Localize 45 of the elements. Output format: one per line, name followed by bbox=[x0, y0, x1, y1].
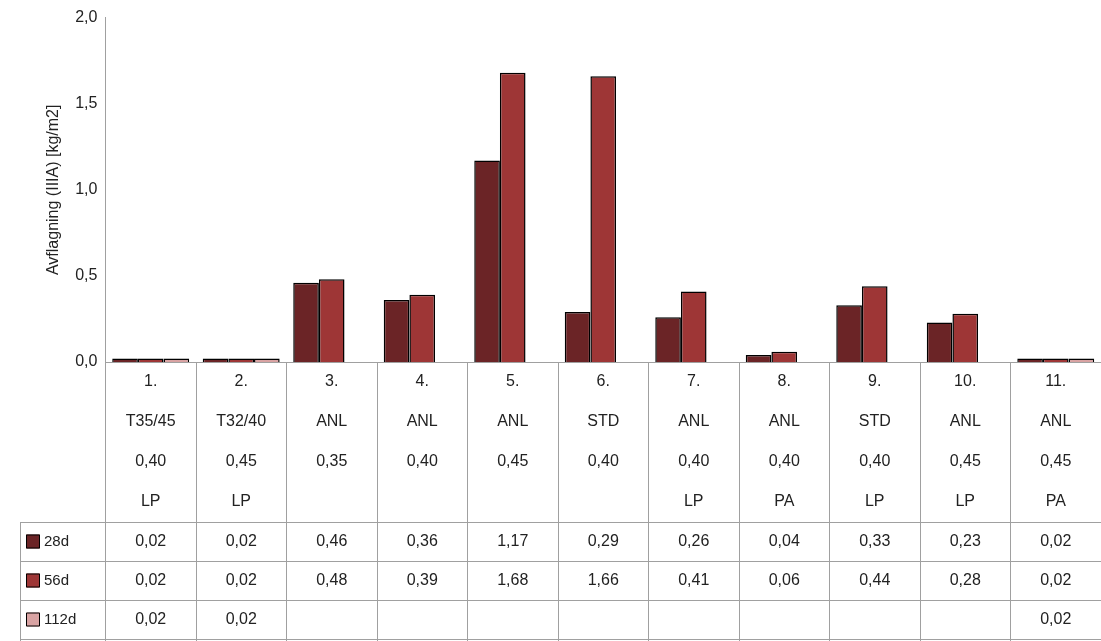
y-tick-label: 0,0 bbox=[75, 352, 98, 370]
y-tick-label: 2,0 bbox=[75, 8, 98, 26]
data-label: 0,02 bbox=[135, 531, 167, 549]
legend-label: 28d bbox=[44, 531, 70, 549]
data-label: 0,23 bbox=[949, 531, 981, 549]
data-label: 0,02 bbox=[135, 570, 167, 588]
data-label: 0,33 bbox=[859, 531, 891, 549]
y-tick-label: 0,5 bbox=[75, 266, 98, 284]
data-label: 0,02 bbox=[225, 609, 257, 627]
y-tick-label: 1,5 bbox=[75, 94, 98, 112]
data-label: 0,02 bbox=[135, 609, 167, 627]
data-label: 0,44 bbox=[859, 570, 891, 588]
legend-label: 112d bbox=[44, 609, 77, 627]
category-label: 3. ANL 0,35 bbox=[316, 372, 348, 470]
legend-label: 56d bbox=[44, 570, 70, 588]
data-label: 0,02 bbox=[1040, 609, 1072, 627]
category-label: 5. ANL 0,45 bbox=[497, 372, 529, 470]
category-label: 1. T35/45 0,40 LP bbox=[125, 372, 176, 510]
y-axis-title: Avflagning (IIIA) [kg/m2] bbox=[44, 104, 62, 276]
data-label: 1,68 bbox=[497, 570, 529, 588]
category-label: 11. ANL 0,45 PA bbox=[1040, 372, 1072, 510]
y-tick-label: 1,0 bbox=[75, 180, 98, 198]
data-label: 0,41 bbox=[678, 570, 710, 588]
data-label: 0,02 bbox=[225, 570, 257, 588]
data-label: 0,36 bbox=[406, 531, 438, 549]
category-label: 8. ANL 0,40 PA bbox=[768, 372, 800, 510]
data-label: 0,02 bbox=[1040, 570, 1072, 588]
category-label: 7. ANL 0,40 LP bbox=[678, 372, 710, 510]
data-label: 0,26 bbox=[678, 531, 710, 549]
data-label: 0,02 bbox=[225, 531, 257, 549]
category-label: 6. STD 0,40 bbox=[587, 372, 620, 470]
data-label: 0,29 bbox=[587, 531, 619, 549]
data-label: 0,46 bbox=[316, 531, 348, 549]
data-label: 1,17 bbox=[497, 531, 529, 549]
data-label: 0,39 bbox=[406, 570, 438, 588]
data-label: 0,48 bbox=[316, 570, 348, 588]
data-label: 0,28 bbox=[949, 570, 981, 588]
category-label: 4. ANL 0,40 bbox=[406, 372, 438, 470]
data-label: 0,06 bbox=[768, 570, 800, 588]
data-label: 1,66 bbox=[587, 570, 619, 588]
category-label: 9. STD 0,40 LP bbox=[858, 372, 891, 510]
category-label: 10. ANL 0,45 LP bbox=[949, 372, 981, 510]
data-label: 0,04 bbox=[768, 531, 800, 549]
category-label: 2. T32/40 0,45 LP bbox=[216, 372, 267, 510]
data-label: 0,02 bbox=[1040, 531, 1072, 549]
